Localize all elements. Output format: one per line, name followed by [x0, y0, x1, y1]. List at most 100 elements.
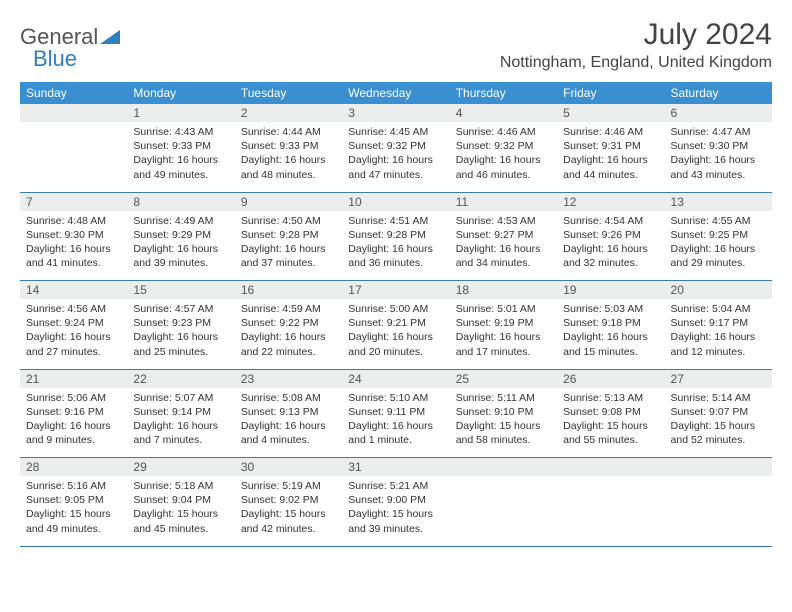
day-cell-line: Sunrise: 5:11 AM: [456, 391, 551, 405]
day-cell: Sunrise: 5:04 AMSunset: 9:17 PMDaylight:…: [665, 299, 772, 369]
day-number: 10: [342, 192, 449, 211]
day-number-row: 21222324252627: [20, 369, 772, 388]
day-cell-line: Sunset: 9:04 PM: [133, 493, 228, 507]
day-cell-line: Daylight: 16 hours: [133, 330, 228, 344]
day-content-row: Sunrise: 4:43 AMSunset: 9:33 PMDaylight:…: [20, 122, 772, 192]
day-number: 19: [557, 281, 664, 300]
calendar-header-row: SundayMondayTuesdayWednesdayThursdayFrid…: [20, 82, 772, 104]
day-cell-line: Daylight: 15 hours: [671, 419, 766, 433]
day-cell: Sunrise: 4:48 AMSunset: 9:30 PMDaylight:…: [20, 211, 127, 281]
day-cell-line: and 32 minutes.: [563, 256, 658, 270]
day-cell-line: and 27 minutes.: [26, 345, 121, 359]
day-number: 6: [665, 104, 772, 122]
day-number-row: 123456: [20, 104, 772, 122]
day-number: 24: [342, 369, 449, 388]
day-cell: Sunrise: 4:46 AMSunset: 9:32 PMDaylight:…: [450, 122, 557, 192]
day-cell-line: Daylight: 16 hours: [241, 153, 336, 167]
day-cell-line: Sunrise: 4:53 AM: [456, 214, 551, 228]
day-cell-line: and 37 minutes.: [241, 256, 336, 270]
day-cell-line: Daylight: 16 hours: [241, 330, 336, 344]
day-number: 9: [235, 192, 342, 211]
logo-text-2: Blue: [33, 46, 77, 72]
day-number: [20, 104, 127, 122]
day-cell-line: Sunset: 9:16 PM: [26, 405, 121, 419]
day-cell-line: Sunrise: 5:10 AM: [348, 391, 443, 405]
day-number: 21: [20, 369, 127, 388]
day-cell-line: Daylight: 16 hours: [563, 330, 658, 344]
day-cell-line: Sunset: 9:28 PM: [348, 228, 443, 242]
day-cell-line: Sunset: 9:19 PM: [456, 316, 551, 330]
day-cell-line: Daylight: 16 hours: [348, 330, 443, 344]
day-cell-line: Sunset: 9:27 PM: [456, 228, 551, 242]
day-cell-line: and 55 minutes.: [563, 433, 658, 447]
day-cell-line: and 43 minutes.: [671, 168, 766, 182]
day-cell: Sunrise: 4:43 AMSunset: 9:33 PMDaylight:…: [127, 122, 234, 192]
day-cell-line: and 46 minutes.: [456, 168, 551, 182]
day-cell-line: Sunset: 9:07 PM: [671, 405, 766, 419]
day-content-row: Sunrise: 4:56 AMSunset: 9:24 PMDaylight:…: [20, 299, 772, 369]
day-cell-line: Sunrise: 4:45 AM: [348, 125, 443, 139]
day-cell-line: and 1 minute.: [348, 433, 443, 447]
day-cell-line: Sunrise: 5:01 AM: [456, 302, 551, 316]
day-cell: Sunrise: 5:18 AMSunset: 9:04 PMDaylight:…: [127, 476, 234, 546]
day-number: 26: [557, 369, 664, 388]
day-cell-line: Sunrise: 4:50 AM: [241, 214, 336, 228]
day-cell: Sunrise: 5:10 AMSunset: 9:11 PMDaylight:…: [342, 388, 449, 458]
day-cell-line: and 39 minutes.: [348, 522, 443, 536]
day-cell-line: and 52 minutes.: [671, 433, 766, 447]
day-cell-line: Sunrise: 5:14 AM: [671, 391, 766, 405]
day-cell-line: and 41 minutes.: [26, 256, 121, 270]
day-number: [665, 458, 772, 477]
day-cell-line: Sunset: 9:25 PM: [671, 228, 766, 242]
day-cell-line: and 22 minutes.: [241, 345, 336, 359]
location: Nottingham, England, United Kingdom: [500, 54, 772, 72]
day-number-row: 28293031: [20, 458, 772, 477]
day-cell: [665, 476, 772, 546]
day-cell-line: and 17 minutes.: [456, 345, 551, 359]
day-cell-line: Sunrise: 4:56 AM: [26, 302, 121, 316]
day-cell: Sunrise: 5:03 AMSunset: 9:18 PMDaylight:…: [557, 299, 664, 369]
day-header: Friday: [557, 82, 664, 104]
day-number: 8: [127, 192, 234, 211]
day-cell-line: and 49 minutes.: [26, 522, 121, 536]
day-header: Thursday: [450, 82, 557, 104]
day-cell: [20, 122, 127, 192]
day-number: 3: [342, 104, 449, 122]
day-cell: Sunrise: 5:16 AMSunset: 9:05 PMDaylight:…: [20, 476, 127, 546]
day-cell-line: and 25 minutes.: [133, 345, 228, 359]
day-cell-line: Sunrise: 4:46 AM: [563, 125, 658, 139]
day-cell-line: Daylight: 16 hours: [133, 419, 228, 433]
day-cell: Sunrise: 4:45 AMSunset: 9:32 PMDaylight:…: [342, 122, 449, 192]
day-cell-line: Sunset: 9:00 PM: [348, 493, 443, 507]
day-number: 27: [665, 369, 772, 388]
day-header: Sunday: [20, 82, 127, 104]
calendar-table: SundayMondayTuesdayWednesdayThursdayFrid…: [20, 82, 772, 547]
day-number: 20: [665, 281, 772, 300]
day-header: Saturday: [665, 82, 772, 104]
day-cell-line: Sunset: 9:02 PM: [241, 493, 336, 507]
day-cell-line: Sunset: 9:14 PM: [133, 405, 228, 419]
day-cell-line: Sunset: 9:32 PM: [348, 139, 443, 153]
day-header: Monday: [127, 82, 234, 104]
day-cell-line: and 20 minutes.: [348, 345, 443, 359]
day-cell-line: Sunset: 9:31 PM: [563, 139, 658, 153]
day-cell-line: Sunset: 9:33 PM: [133, 139, 228, 153]
day-cell-line: Sunset: 9:33 PM: [241, 139, 336, 153]
day-cell-line: Sunrise: 5:00 AM: [348, 302, 443, 316]
day-cell: Sunrise: 5:07 AMSunset: 9:14 PMDaylight:…: [127, 388, 234, 458]
day-cell-line: Sunset: 9:10 PM: [456, 405, 551, 419]
day-cell-line: and 7 minutes.: [133, 433, 228, 447]
day-cell: Sunrise: 5:19 AMSunset: 9:02 PMDaylight:…: [235, 476, 342, 546]
day-cell-line: Sunrise: 5:03 AM: [563, 302, 658, 316]
day-content-row: Sunrise: 5:16 AMSunset: 9:05 PMDaylight:…: [20, 476, 772, 546]
day-cell-line: Daylight: 15 hours: [26, 507, 121, 521]
day-cell-line: Sunrise: 5:13 AM: [563, 391, 658, 405]
day-cell: Sunrise: 4:49 AMSunset: 9:29 PMDaylight:…: [127, 211, 234, 281]
day-cell-line: and 29 minutes.: [671, 256, 766, 270]
day-number: 29: [127, 458, 234, 477]
day-cell-line: Sunset: 9:17 PM: [671, 316, 766, 330]
day-cell-line: Daylight: 16 hours: [671, 330, 766, 344]
month-title: July 2024: [500, 18, 772, 52]
day-cell: Sunrise: 5:11 AMSunset: 9:10 PMDaylight:…: [450, 388, 557, 458]
day-cell-line: and 58 minutes.: [456, 433, 551, 447]
